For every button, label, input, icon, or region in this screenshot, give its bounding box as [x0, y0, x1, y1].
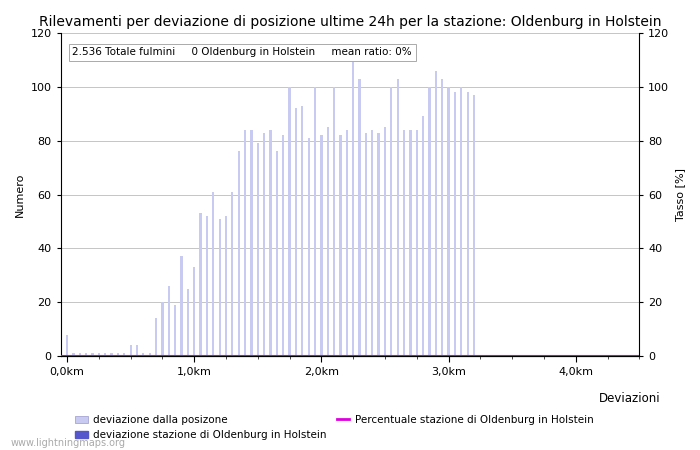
Bar	[377, 133, 379, 356]
Bar	[307, 138, 310, 356]
Bar	[314, 87, 316, 356]
Bar	[384, 127, 386, 356]
Bar	[282, 135, 284, 356]
Bar	[270, 130, 272, 356]
Bar	[117, 353, 119, 356]
Bar	[85, 353, 88, 356]
Bar	[237, 152, 240, 356]
Bar	[155, 319, 158, 356]
Text: Deviazioni: Deviazioni	[598, 392, 660, 405]
Y-axis label: Numero: Numero	[15, 172, 25, 217]
Bar	[327, 127, 329, 356]
Bar	[98, 353, 100, 356]
Bar	[390, 87, 393, 356]
Bar	[333, 87, 335, 356]
Bar	[181, 256, 183, 356]
Bar	[206, 216, 208, 356]
Bar	[428, 87, 430, 356]
Bar	[218, 219, 220, 356]
Bar	[257, 144, 259, 356]
Bar	[454, 92, 456, 356]
Bar	[371, 130, 373, 356]
Bar	[225, 216, 227, 356]
Bar	[460, 87, 463, 356]
Bar	[473, 95, 475, 356]
Bar	[441, 79, 443, 356]
Bar	[301, 106, 303, 356]
Bar	[466, 92, 469, 356]
Bar	[193, 267, 195, 356]
Bar	[212, 192, 214, 356]
Bar	[422, 117, 424, 356]
Bar	[72, 353, 74, 356]
Bar	[397, 79, 399, 356]
Bar	[276, 152, 278, 356]
Bar	[111, 353, 113, 356]
Bar	[321, 135, 323, 356]
Bar	[199, 213, 202, 356]
Bar	[295, 108, 297, 356]
Bar	[416, 130, 418, 356]
Bar	[104, 353, 106, 356]
Bar	[410, 130, 412, 356]
Bar	[403, 130, 405, 356]
Bar	[187, 289, 189, 356]
Bar	[435, 71, 437, 356]
Bar	[92, 353, 94, 356]
Bar	[78, 353, 81, 356]
Bar	[161, 302, 164, 356]
Bar	[340, 135, 342, 356]
Bar	[358, 79, 361, 356]
Text: 2.536 Totale fulmini     0 Oldenburg in Holstein     mean ratio: 0%: 2.536 Totale fulmini 0 Oldenburg in Hols…	[72, 48, 412, 58]
Bar	[136, 345, 138, 356]
Bar	[251, 130, 253, 356]
Bar	[66, 334, 68, 356]
Bar	[142, 353, 144, 356]
Text: www.lightningmaps.org: www.lightningmaps.org	[10, 438, 125, 448]
Legend: deviazione dalla posizone, deviazione stazione di Oldenburg in Holstein, Percent: deviazione dalla posizone, deviazione st…	[75, 415, 594, 440]
Bar	[130, 345, 132, 356]
Y-axis label: Tasso [%]: Tasso [%]	[675, 168, 685, 221]
Bar	[231, 192, 234, 356]
Bar	[123, 353, 125, 356]
Bar	[352, 52, 354, 356]
Bar	[174, 305, 176, 356]
Bar	[148, 353, 150, 356]
Bar	[288, 87, 290, 356]
Bar	[365, 133, 367, 356]
Bar	[263, 133, 265, 356]
Bar	[168, 286, 170, 356]
Bar	[346, 130, 348, 356]
Bar	[447, 87, 449, 356]
Title: Rilevamenti per deviazione di posizione ultime 24h per la stazione: Oldenburg in: Rilevamenti per deviazione di posizione …	[38, 15, 661, 29]
Bar	[244, 130, 246, 356]
